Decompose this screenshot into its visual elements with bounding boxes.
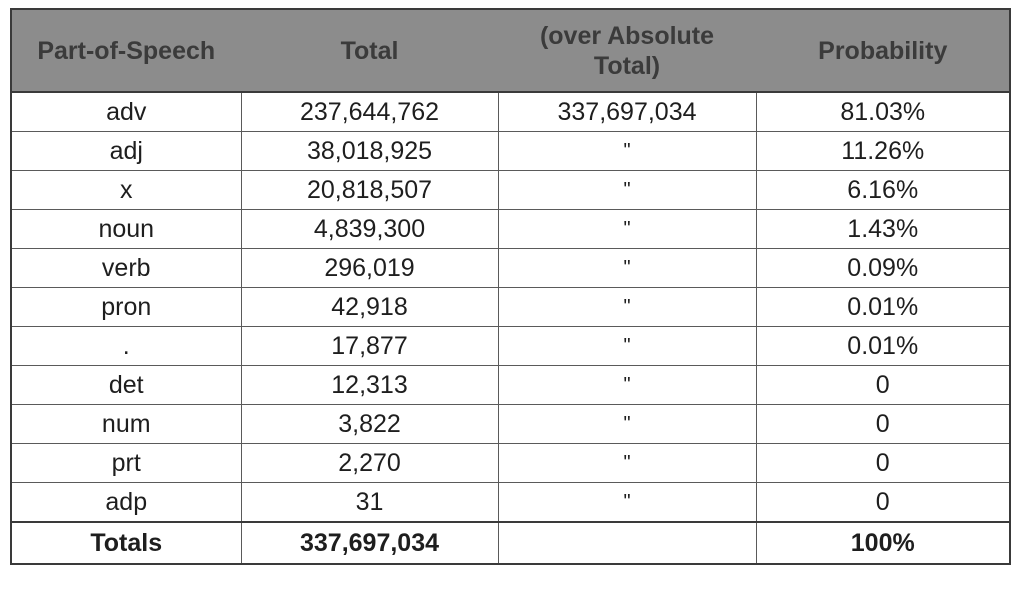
cell-absolute-ditto: " xyxy=(497,170,757,210)
cell-probability: 0 xyxy=(755,482,1011,523)
table-row: noun 4,839,300 " 1.43% xyxy=(10,209,1011,249)
cell-pos: verb xyxy=(10,248,242,288)
cell-pos: adj xyxy=(10,131,242,171)
pos-probability-table: Part-of-Speech Total (over Absolute Tota… xyxy=(10,8,1011,565)
table-row: x 20,818,507 " 6.16% xyxy=(10,170,1011,210)
header-part-of-speech: Part-of-Speech xyxy=(10,8,242,93)
cell-total: 3,822 xyxy=(240,404,499,444)
cell-probability: 11.26% xyxy=(755,131,1011,171)
cell-absolute-ditto: " xyxy=(497,443,757,483)
cell-probability: 0 xyxy=(755,365,1011,405)
cell-pos: adv xyxy=(10,91,242,132)
totals-probability: 100% xyxy=(755,521,1011,565)
cell-pos: adp xyxy=(10,482,242,523)
table-row: adj 38,018,925 " 11.26% xyxy=(10,131,1011,171)
cell-absolute-ditto: " xyxy=(497,365,757,405)
cell-probability: 0 xyxy=(755,404,1011,444)
header-probability: Probability xyxy=(755,8,1011,93)
table-row: pron 42,918 " 0.01% xyxy=(10,287,1011,327)
table-row: . 17,877 " 0.01% xyxy=(10,326,1011,366)
totals-label: Totals xyxy=(10,521,242,565)
cell-pos: pron xyxy=(10,287,242,327)
cell-absolute-ditto: " xyxy=(497,287,757,327)
cell-total: 38,018,925 xyxy=(240,131,499,171)
cell-pos: num xyxy=(10,404,242,444)
header-total: Total xyxy=(240,8,499,93)
header-row: Part-of-Speech Total (over Absolute Tota… xyxy=(10,8,1011,93)
table-row: num 3,822 " 0 xyxy=(10,404,1011,444)
table-row: det 12,313 " 0 xyxy=(10,365,1011,405)
totals-total: 337,697,034 xyxy=(240,521,499,565)
cell-probability: 0.01% xyxy=(755,326,1011,366)
cell-absolute-ditto: " xyxy=(497,326,757,366)
cell-probability: 6.16% xyxy=(755,170,1011,210)
cell-total: 42,918 xyxy=(240,287,499,327)
cell-total: 2,270 xyxy=(240,443,499,483)
cell-probability: 81.03% xyxy=(755,91,1011,132)
totals-row: Totals 337,697,034 100% xyxy=(10,521,1011,565)
cell-total: 237,644,762 xyxy=(240,91,499,132)
cell-pos: . xyxy=(10,326,242,366)
cell-absolute-ditto: " xyxy=(497,404,757,444)
table-row: adv 237,644,762 337,697,034 81.03% xyxy=(10,91,1011,132)
cell-probability: 0.01% xyxy=(755,287,1011,327)
table-row: prt 2,270 " 0 xyxy=(10,443,1011,483)
table-row: verb 296,019 " 0.09% xyxy=(10,248,1011,288)
cell-total: 4,839,300 xyxy=(240,209,499,249)
cell-pos: noun xyxy=(10,209,242,249)
cell-total: 12,313 xyxy=(240,365,499,405)
cell-total: 31 xyxy=(240,482,499,523)
cell-absolute-ditto: " xyxy=(497,209,757,249)
cell-probability: 0.09% xyxy=(755,248,1011,288)
cell-total: 20,818,507 xyxy=(240,170,499,210)
cell-absolute-ditto: " xyxy=(497,131,757,171)
cell-pos: prt xyxy=(10,443,242,483)
table-row: adp 31 " 0 xyxy=(10,482,1011,523)
cell-absolute: 337,697,034 xyxy=(497,91,757,132)
cell-pos: x xyxy=(10,170,242,210)
cell-pos: det xyxy=(10,365,242,405)
cell-total: 17,877 xyxy=(240,326,499,366)
cell-absolute-ditto: " xyxy=(497,248,757,288)
cell-absolute-ditto: " xyxy=(497,482,757,523)
header-over-absolute-total: (over Absolute Total) xyxy=(497,8,757,93)
cell-total: 296,019 xyxy=(240,248,499,288)
totals-absolute xyxy=(497,521,757,565)
cell-probability: 0 xyxy=(755,443,1011,483)
cell-probability: 1.43% xyxy=(755,209,1011,249)
